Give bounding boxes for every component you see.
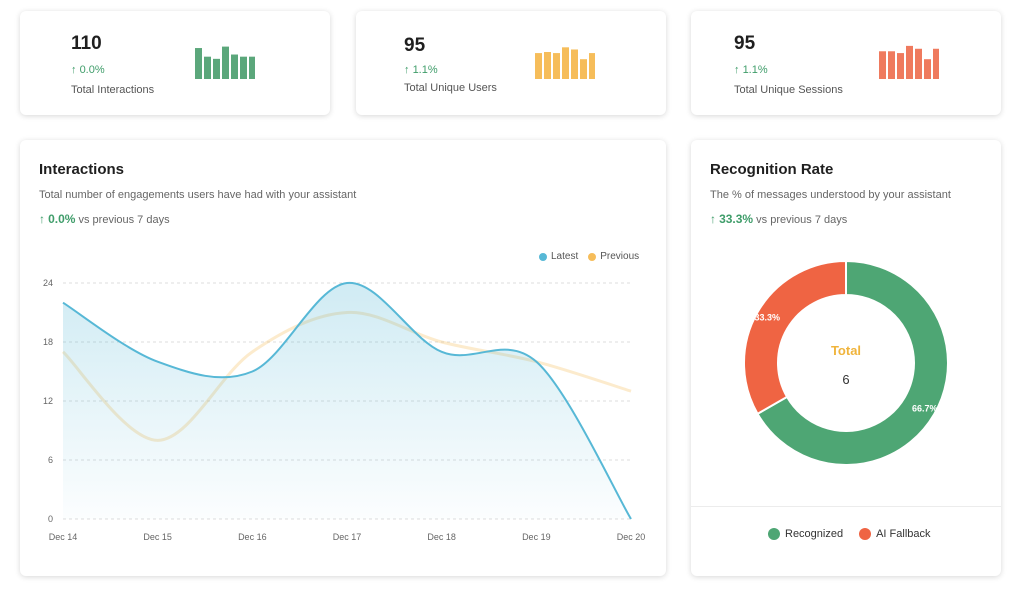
x-tick-label: Dec 19	[522, 532, 551, 542]
sparkline-bar	[589, 53, 595, 79]
legend-previous-dot	[588, 252, 597, 261]
stat-value: 110	[71, 33, 102, 54]
donut-slice-label: 66.7%	[912, 404, 938, 414]
sparkline-bar	[535, 53, 542, 79]
recognition-comparison: ↑ 33.3% vs previous 7 days	[710, 212, 847, 226]
interactions-line-chart: 0 6 12 18 24 Dec 14 Dec 15 Dec 16 Dec 17 Dec 18 De…	[43, 278, 646, 542]
interactions-card: Interactions Total number of engagements…	[20, 140, 666, 576]
chart-legend: Latest Previous	[539, 251, 639, 262]
sparkline-bar	[888, 51, 895, 79]
interactions-title: Interactions	[39, 161, 125, 178]
sparkline-bar	[915, 48, 922, 79]
donut-slice-recognized[interactable]	[756, 259, 949, 466]
sparkline-bar	[213, 58, 220, 79]
y-tick-label: 18	[43, 337, 53, 347]
sparkline-bar	[249, 56, 255, 79]
y-tick-label: 24	[43, 278, 53, 288]
interactions-change: 0.0%	[48, 212, 76, 226]
sparkline-bar	[924, 59, 931, 79]
stat-card-unique-sessions: 95 ↑ 1.1% Total Unique Sessions	[691, 11, 1001, 115]
series-latest-area	[63, 282, 631, 519]
donut-center-value: 6	[842, 372, 849, 387]
sparkline-bar	[231, 54, 238, 79]
recognition-title: Recognition Rate	[710, 161, 834, 178]
stat-value: 95	[404, 35, 426, 56]
legend-latest-label[interactable]: Latest	[551, 251, 579, 262]
sparkline-interactions	[195, 46, 255, 79]
stat-label: Total Interactions	[71, 84, 155, 96]
stat-card-interactions: 110 ↑ 0.0% Total Interactions	[20, 11, 330, 115]
stat-label: Total Unique Users	[404, 82, 497, 94]
y-tick-label: 12	[43, 396, 53, 406]
sparkline-bar	[544, 52, 551, 79]
donut-slice-label: 33.3%	[754, 312, 780, 322]
arrow-up-icon: ↑	[734, 64, 740, 76]
x-tick-label: Dec 14	[49, 532, 78, 542]
interactions-comparison: ↑ 0.0% vs previous 7 days	[39, 212, 170, 226]
sparkline-unique-sessions	[879, 45, 939, 79]
donut-slice-ai-fallback[interactable]	[743, 259, 847, 416]
arrow-up-icon: ↑	[71, 64, 77, 76]
sparkline-bar	[580, 59, 587, 79]
legend-recognized-label[interactable]: Recognized	[785, 528, 844, 540]
y-tick-label: 0	[48, 514, 53, 524]
stat-label: Total Unique Sessions	[734, 84, 843, 96]
sparkline-bar	[879, 51, 886, 79]
sparkline-bar	[195, 48, 202, 79]
legend-fallback-dot	[859, 528, 872, 540]
sparkline-bar	[553, 53, 560, 79]
x-tick-label: Dec 20	[617, 532, 646, 542]
sparkline-bar	[906, 45, 913, 79]
recognition-change: 33.3%	[719, 212, 754, 226]
arrow-up-icon: ↑	[404, 64, 410, 76]
sparkline-bar	[571, 49, 578, 79]
stat-change-value: 0.0%	[79, 64, 105, 76]
sparkline-bar	[897, 53, 904, 79]
donut-legend: Recognized AI Fallback	[768, 528, 931, 540]
recognition-donut-chart: Total 6 66.7% 33.3%	[743, 259, 949, 466]
x-tick-label: Dec 15	[143, 532, 172, 542]
donut-divider	[691, 506, 1001, 507]
legend-latest-dot	[539, 252, 547, 261]
stat-change: ↑ 1.1%	[404, 64, 438, 76]
sparkline-bar	[204, 56, 211, 79]
legend-fallback-label[interactable]: AI Fallback	[876, 528, 931, 540]
stat-change: ↑ 0.0%	[71, 64, 105, 76]
series-latest-line	[62, 281, 632, 520]
interactions-subtitle: Total number of engagements users have h…	[39, 189, 357, 201]
x-tick-label: Dec 17	[333, 532, 362, 542]
sparkline-bar	[562, 47, 569, 79]
stat-card-unique-users: 95 ↑ 1.1% Total Unique Users	[356, 11, 666, 115]
comparison-text: vs previous 7 days	[78, 214, 170, 226]
legend-recognized-dot	[768, 528, 780, 540]
sparkline-bar	[933, 48, 939, 79]
stat-value: 95	[734, 33, 756, 54]
sparkline-unique-users	[535, 47, 595, 79]
stat-change-value: 1.1%	[742, 64, 768, 76]
y-tick-label: 6	[48, 455, 53, 465]
comparison-text: vs previous 7 days	[756, 214, 848, 226]
arrow-up-icon: ↑	[39, 212, 45, 226]
sparkline-bar	[222, 46, 229, 79]
sparkline-bar	[240, 56, 247, 79]
x-tick-label: Dec 16	[238, 532, 267, 542]
donut-center-label: Total	[831, 343, 861, 358]
recognition-subtitle: The % of messages understood by your ass…	[710, 189, 951, 201]
x-tick-label: Dec 18	[427, 532, 456, 542]
recognition-rate-card: Recognition Rate The % of messages under…	[691, 140, 1001, 576]
legend-previous-label[interactable]: Previous	[600, 251, 640, 262]
stat-change: ↑ 1.1%	[734, 64, 768, 76]
arrow-up-icon: ↑	[710, 212, 716, 226]
stat-change-value: 1.1%	[412, 64, 438, 76]
